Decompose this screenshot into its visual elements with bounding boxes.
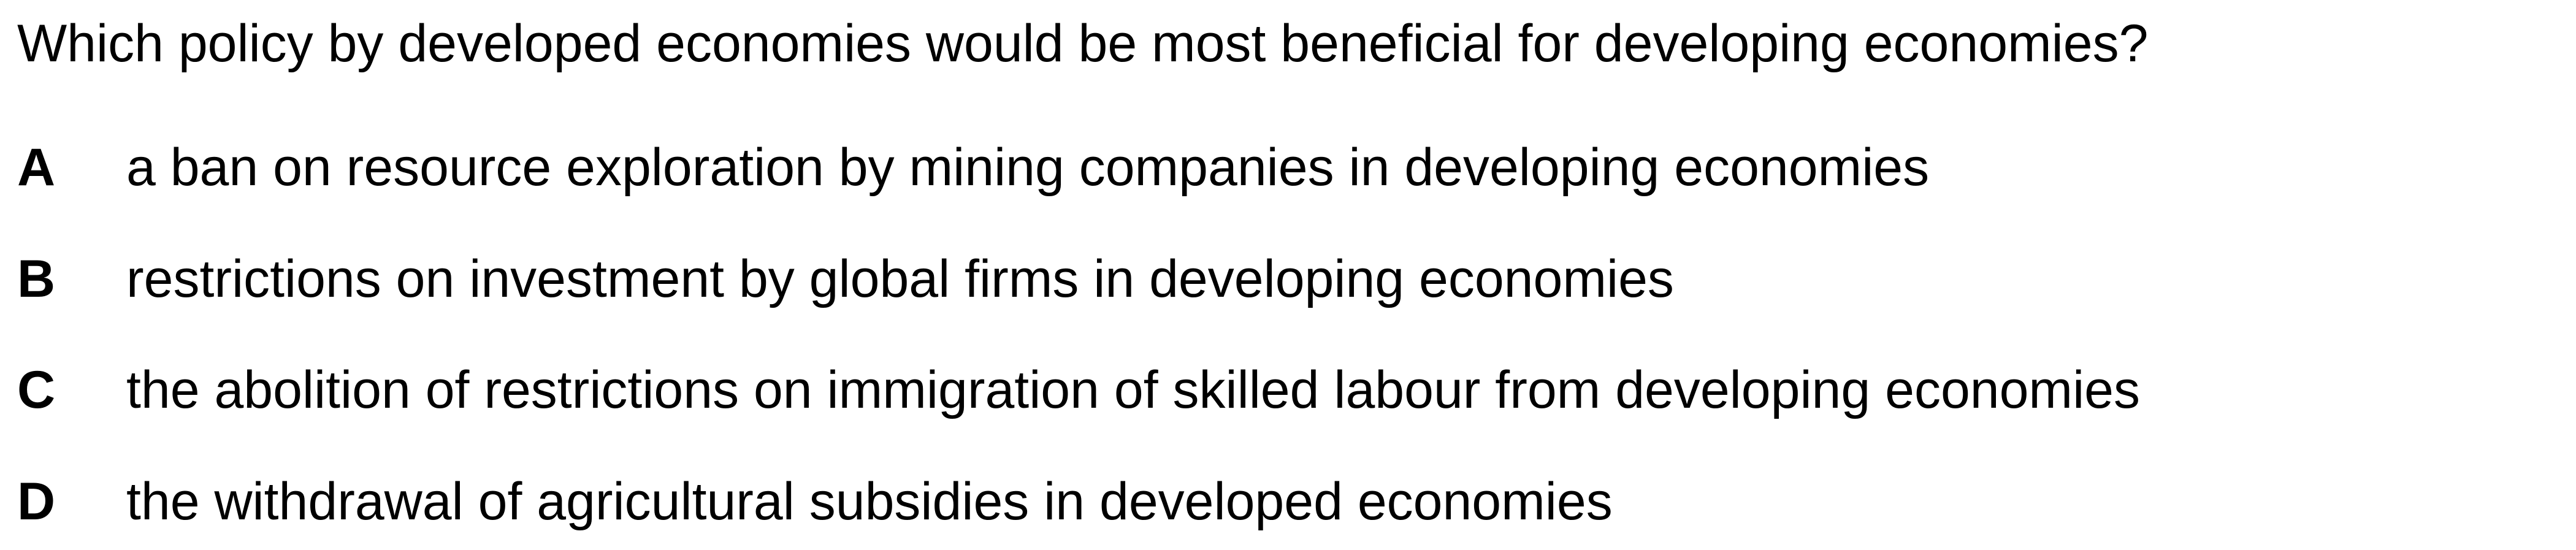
- option-text-b: restrictions on investment by global fir…: [126, 250, 1674, 308]
- option-letter-a: A: [17, 138, 56, 197]
- option-letter-b: B: [17, 250, 56, 308]
- question-text: Which policy by developed economies woul…: [17, 14, 2149, 73]
- option-text-d: the withdrawal of agricultural subsidies…: [126, 472, 1613, 531]
- answer-option-c[interactable]: C the abolition of restrictions on immig…: [0, 356, 2576, 424]
- option-letter-c: C: [17, 361, 56, 419]
- option-letter-d: D: [17, 472, 56, 531]
- answer-option-d[interactable]: D the withdrawal of agricultural subsidi…: [0, 468, 2576, 535]
- answer-option-b[interactable]: B restrictions on investment by global f…: [0, 245, 2576, 313]
- answer-option-a[interactable]: A a ban on resource exploration by minin…: [0, 134, 2576, 201]
- option-text-a: a ban on resource exploration by mining …: [126, 138, 1930, 197]
- option-text-c: the abolition of restrictions on immigra…: [126, 361, 2140, 419]
